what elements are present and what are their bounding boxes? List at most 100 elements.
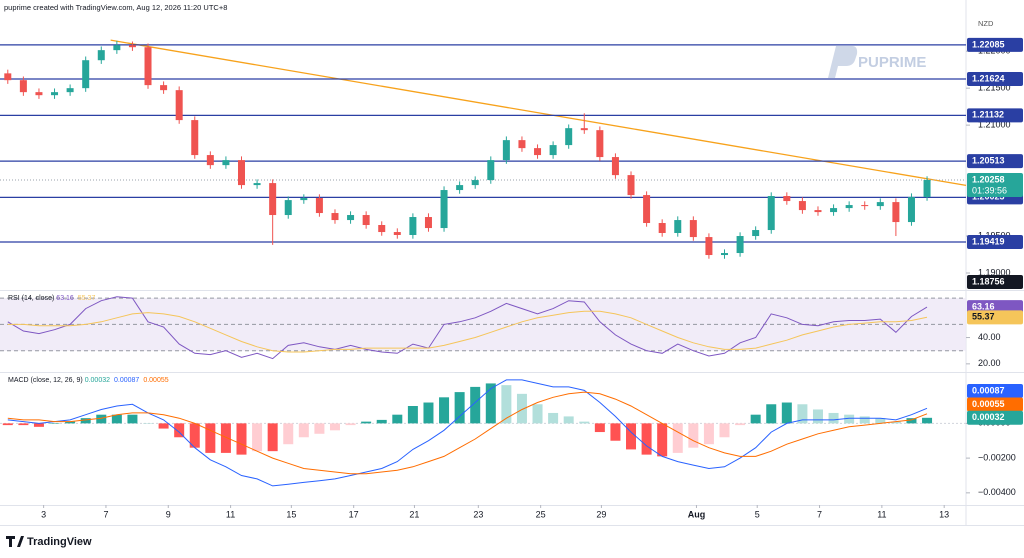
histogram-bar <box>641 423 652 455</box>
histogram-bar <box>392 414 403 424</box>
candle-body <box>907 197 915 223</box>
level-label: 1.21132 <box>972 110 1004 120</box>
histogram-bar <box>859 416 870 424</box>
candle-body <box>269 183 277 216</box>
histogram-bar <box>532 404 543 424</box>
candle-body <box>487 160 495 181</box>
histogram-bar <box>735 423 746 426</box>
candle-body <box>175 90 183 121</box>
histogram-bar <box>143 423 154 424</box>
histogram-bar <box>283 423 294 445</box>
histogram-bar <box>423 402 434 424</box>
histogram-bar <box>672 423 683 453</box>
histogram-bar <box>439 397 450 424</box>
candle-body <box>798 201 806 211</box>
level-label-box <box>967 108 1023 123</box>
legend-value: 0.00032 <box>85 377 110 384</box>
y-tick-label: 20.00 <box>978 358 1001 368</box>
candle-body <box>830 208 838 213</box>
histogram-bar <box>49 423 60 424</box>
candle-body <box>82 60 90 89</box>
x-tick-label: 11 <box>877 509 886 519</box>
macd-value-label-box <box>967 410 1023 425</box>
rsi-value-label: 63.16 <box>972 301 995 311</box>
candle-body <box>689 220 697 238</box>
candle-body <box>783 196 791 202</box>
candle-body <box>66 88 74 93</box>
candle-body <box>721 253 728 256</box>
x-tick-label: 29 <box>596 509 606 519</box>
histogram-bar <box>563 416 574 424</box>
histogram-bar <box>376 419 387 424</box>
candle-body <box>97 50 105 61</box>
candle-body <box>456 185 464 191</box>
candle-body <box>502 140 510 161</box>
level-label-box <box>967 154 1023 169</box>
x-tick-label: 7 <box>817 509 822 519</box>
candle-body <box>128 45 136 48</box>
candle-body <box>347 215 355 221</box>
histogram-bar <box>454 392 465 424</box>
histogram-bar <box>252 423 263 452</box>
footer-logo: TradingView <box>6 536 92 548</box>
histogram-bar <box>781 402 792 424</box>
candle-body <box>331 213 339 221</box>
histogram-bar <box>579 421 590 424</box>
candle-body <box>736 236 744 254</box>
histogram-bar <box>750 414 761 424</box>
macd-value-label: 0.00032 <box>972 412 1005 422</box>
candle-body <box>471 180 479 186</box>
candle-body <box>35 92 43 96</box>
histogram-bar <box>485 383 496 424</box>
histogram-bar <box>158 423 169 429</box>
y-tick-label: −0.00200 <box>978 452 1016 462</box>
histogram-bar <box>329 423 340 431</box>
last-price-label: 1.20258 <box>972 174 1005 184</box>
y-tick-label: 40.00 <box>978 332 1001 342</box>
candle-body <box>892 202 900 223</box>
x-tick-label: 3 <box>41 509 46 519</box>
histogram-bar <box>812 409 823 424</box>
histogram-bar <box>657 423 668 457</box>
x-tick-label: 11 <box>226 509 235 519</box>
x-tick-label: 15 <box>286 509 296 519</box>
histogram-bar <box>766 404 777 424</box>
currency: NZD <box>978 19 994 28</box>
candle-body <box>222 160 230 166</box>
histogram-bar <box>516 393 527 424</box>
macd-value-label: 0.00055 <box>972 399 1005 409</box>
x-tick-label: 7 <box>103 509 108 519</box>
level-label: 1.22085 <box>972 39 1005 49</box>
candle-body <box>160 85 168 91</box>
histogram-bar <box>548 412 559 424</box>
y-tick-label: −0.00400 <box>978 487 1016 497</box>
histogram-bar <box>111 414 122 424</box>
candle-body <box>580 128 588 131</box>
candle-body <box>658 223 666 233</box>
histogram-bar <box>2 423 13 426</box>
candle-body <box>611 157 619 176</box>
candle-body <box>752 230 760 237</box>
level-label: 1.21624 <box>972 73 1005 83</box>
histogram-bar <box>828 412 839 424</box>
level-label-box <box>967 71 1023 86</box>
histogram-bar <box>703 423 714 445</box>
level-label-box <box>967 235 1023 250</box>
histogram-bar <box>314 423 325 434</box>
candle-body <box>378 225 386 233</box>
histogram-bar <box>174 423 185 438</box>
rsi-line <box>7 296 928 360</box>
brand-icon <box>828 46 858 78</box>
last-price-box <box>967 172 1023 197</box>
footer-icon <box>6 536 24 547</box>
candle-body <box>518 140 526 149</box>
candle-body <box>534 148 542 156</box>
level-label-box <box>967 37 1023 52</box>
candle-body <box>4 73 12 81</box>
histogram-bar <box>470 386 481 424</box>
macd-line <box>7 379 928 487</box>
histogram-bar <box>236 423 247 455</box>
candle-body <box>627 175 635 196</box>
